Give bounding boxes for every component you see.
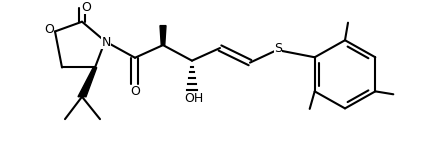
Text: O: O (130, 85, 140, 98)
Polygon shape (160, 26, 166, 45)
Text: OH: OH (184, 92, 203, 105)
Text: O: O (81, 1, 91, 14)
Polygon shape (78, 67, 96, 97)
Text: S: S (273, 43, 281, 56)
Text: N: N (101, 36, 110, 49)
Text: O: O (44, 23, 54, 36)
